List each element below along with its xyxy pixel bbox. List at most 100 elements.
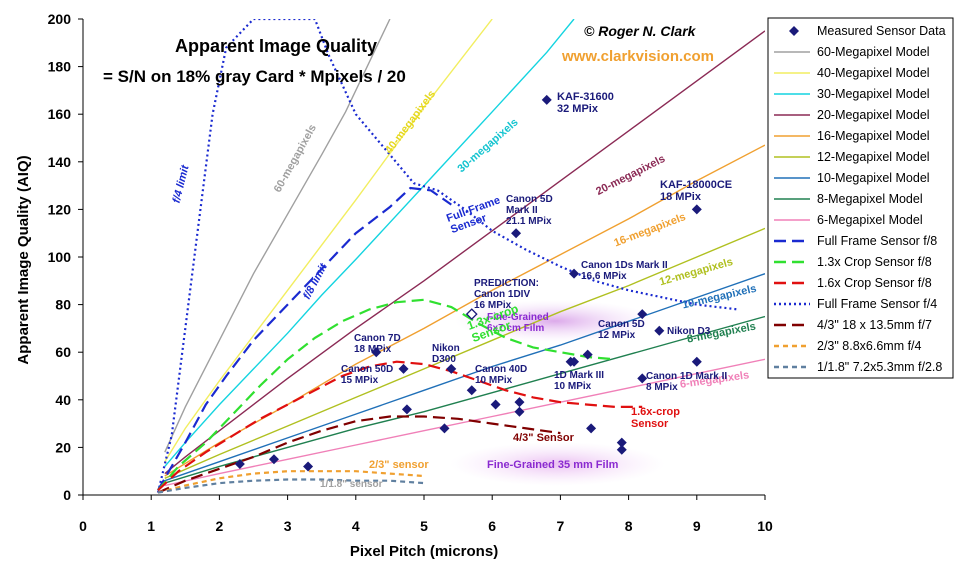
measured-point — [691, 204, 702, 215]
annotation-line: 1D Mark III — [554, 370, 604, 381]
annotation-line: KAF-18000CE — [660, 179, 732, 191]
annotation: Nikon D3 — [667, 326, 711, 337]
legend-label: 40-Megapixel Model — [817, 66, 930, 80]
series-line-1-1-8-7-2x5-3mm-f-2-8 — [157, 478, 425, 494]
annotation-line: Fine-Grained 35 mm Film — [487, 459, 619, 471]
measured-point — [637, 373, 648, 384]
legend-label: 10-Megapixel Model — [817, 171, 930, 185]
x-tick-label: 9 — [693, 518, 701, 534]
model-label-10-megapixels: 10-megapixels — [681, 283, 758, 312]
y-tick-label: 120 — [48, 201, 72, 217]
x-tick-label: 0 — [79, 518, 87, 534]
website-text: www.clarkvision.com — [561, 48, 714, 65]
annotation-line: 6x7 cm Film — [487, 323, 544, 334]
x-tick-label: 7 — [557, 518, 565, 534]
legend-item-20-megapixel-model: 20-Megapixel Model — [774, 108, 930, 122]
measured-point — [303, 461, 314, 472]
legend-item-full-frame-sensor-f-8: Full Frame Sensor f/8 — [774, 234, 937, 248]
legend-label: 2/3" 8.8x6.6mm f/4 — [817, 339, 922, 353]
measured-point — [616, 444, 627, 455]
annotation: 4/3" Sensor — [513, 432, 575, 444]
legend-item-1-1-8-7-2x5-3mm-f-2-8: 1/1.8" 7.2x5.3mm f/2.8 — [774, 360, 942, 374]
annotation-line: Nikon — [432, 343, 460, 354]
legend-label: Measured Sensor Data — [817, 24, 946, 38]
annotation-line: 16.6 MPix — [581, 271, 627, 282]
measured-point — [541, 94, 552, 105]
measured-point — [569, 268, 580, 279]
series-line-1-6x-crop-sensor-f-8 — [157, 360, 643, 492]
y-tick-label: 40 — [55, 392, 71, 408]
y-axis-label: Apparent Image Quality (AIQ) — [15, 155, 32, 364]
x-tick-label: 10 — [757, 518, 773, 534]
legend-label: 1/1.8" 7.2x5.3mm f/2.8 — [817, 360, 942, 374]
annotation-line: 18 MPix — [660, 191, 702, 203]
annotation-line: 32 MPix — [557, 103, 599, 115]
legend-box — [767, 17, 954, 379]
legend-item-measured-sensor-data: Measured Sensor Data — [789, 24, 946, 38]
series-line-8-megapixel-model — [164, 315, 765, 484]
annotation-line: Canon 40D — [475, 364, 527, 375]
model-label-12-megapixels: 12-megapixels — [658, 256, 734, 288]
model-label-16-megapixels: 16-megapixels — [612, 211, 687, 249]
annotation: Fine-Grained 35 mm Film — [487, 459, 619, 471]
series-line-6-megapixel-model — [164, 358, 765, 487]
annotation-line: Sensor — [631, 418, 669, 430]
x-ticks: 0 1 2 3 4 5 6 7 8 9 10 — [79, 495, 773, 534]
x-axis-label: Pixel Pitch (microns) — [350, 543, 498, 560]
legend-item-12-megapixel-model: 12-Megapixel Model — [774, 150, 930, 164]
annotation-line: 15 MPix — [341, 375, 379, 386]
legend: Measured Sensor Data 60-Megapixel Model 40… — [767, 17, 954, 379]
annotation-line: Canon 1DIV — [474, 289, 530, 300]
model-label-60-megapixels: 60-megapixels — [272, 122, 319, 194]
y-tick-label: 140 — [48, 154, 72, 170]
legend-item-6-megapixel-model: 6-Megapixel Model — [774, 213, 923, 227]
annotation-line: Canon 5D — [506, 194, 553, 205]
x-tick-label: 1 — [147, 518, 155, 534]
legend-label: 60-Megapixel Model — [817, 45, 930, 59]
measured-point — [511, 228, 522, 239]
x-tick-label: 3 — [284, 518, 292, 534]
legend-label: Full Frame Sensor f/4 — [817, 297, 937, 311]
annotation-line: Canon 7D — [354, 333, 401, 344]
legend-label: 16-Megapixel Model — [817, 129, 930, 143]
chart-subtitle: = S/N on 18% gray Card * Mpixels / 20 — [103, 67, 406, 86]
measured-point — [234, 459, 245, 470]
model-label-30-megapixels: 30-megapixels — [455, 116, 520, 175]
y-tick-label: 200 — [48, 11, 72, 27]
y-tick-label: 20 — [55, 439, 71, 455]
legend-item-4-3-18-x-13-5mm-f-7: 4/3" 18 x 13.5mm f/7 — [774, 318, 932, 332]
series-line-1-3x-crop-sensor-f-8 — [157, 298, 616, 491]
annotation-line: Canon 1Ds Mark II — [581, 260, 668, 271]
annotation-line: 1/1.8" sensor — [320, 479, 383, 490]
legend-label: 1.3x Crop Sensor f/8 — [817, 255, 932, 269]
legend-item-1-6x-crop-sensor-f-8: 1.6x Crop Sensor f/8 — [774, 276, 932, 290]
annotation-line: 12 MPix — [598, 330, 636, 341]
measured-point — [654, 325, 665, 336]
measured-point — [586, 423, 597, 434]
legend-label: 1.6x Crop Sensor f/8 — [817, 276, 932, 290]
series-line-2-3-8-8x6-6mm-f-4 — [157, 470, 425, 494]
annotation-line: 10 MPix — [554, 381, 592, 392]
measured-point — [490, 399, 501, 410]
legend-item-30-megapixel-model: 30-Megapixel Model — [774, 87, 930, 101]
y-ticks: 0 20 40 60 80 100 120 140 160 180 200 — [48, 11, 83, 503]
measured-point — [616, 437, 627, 448]
annotation-line: Mark II — [506, 205, 538, 216]
x-tick-label: 6 — [488, 518, 496, 534]
prediction-point — [465, 308, 478, 321]
annotation-line: 10 MPix — [475, 375, 513, 386]
legend-item-1-3x-crop-sensor-f-8: 1.3x Crop Sensor f/8 — [774, 255, 932, 269]
x-tick-label: 8 — [625, 518, 633, 534]
legend-marker — [789, 26, 799, 36]
legend-item-8-megapixel-model: 8-Megapixel Model — [774, 192, 923, 206]
